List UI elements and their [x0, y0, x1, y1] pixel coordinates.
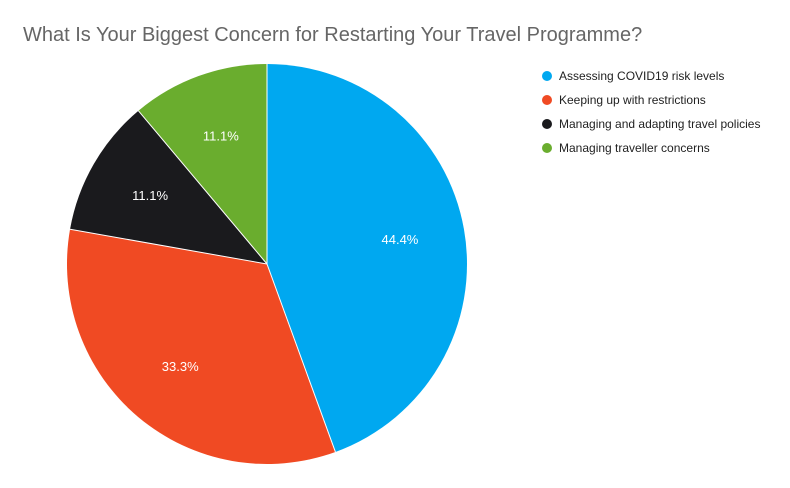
- pie-slice: [70, 110, 267, 265]
- legend-swatch: [542, 143, 552, 153]
- slice-separator: [138, 110, 268, 265]
- pie-slice: [267, 64, 468, 452]
- legend-swatch: [542, 119, 552, 129]
- legend-label: Managing traveller concerns: [559, 141, 710, 155]
- pie-slice: [67, 229, 336, 464]
- legend-label: Managing and adapting travel policies: [559, 117, 761, 131]
- legend-item[interactable]: Managing traveller concerns: [542, 136, 760, 160]
- legend-swatch: [542, 71, 552, 81]
- slice-data-label: 11.1%: [132, 188, 168, 203]
- legend-label: Assessing COVID19 risk levels: [559, 69, 725, 83]
- legend: Assessing COVID19 risk levels Keeping up …: [542, 64, 760, 160]
- slice-separator: [266, 263, 336, 453]
- legend-item[interactable]: Keeping up with restrictions: [542, 88, 760, 112]
- legend-swatch: [542, 95, 552, 105]
- legend-item[interactable]: Assessing COVID19 risk levels: [542, 64, 760, 88]
- slice-data-label: 11.1%: [203, 129, 239, 144]
- chart-title: What Is Your Biggest Concern for Restart…: [23, 24, 643, 46]
- pie-slice: [138, 64, 267, 264]
- slice-separator: [69, 228, 268, 265]
- legend-label: Keeping up with restrictions: [559, 93, 706, 107]
- legend-item[interactable]: Managing and adapting travel policies: [542, 112, 760, 136]
- slice-data-label: 33.3%: [162, 359, 199, 374]
- slice-data-label: 44.4%: [382, 232, 419, 247]
